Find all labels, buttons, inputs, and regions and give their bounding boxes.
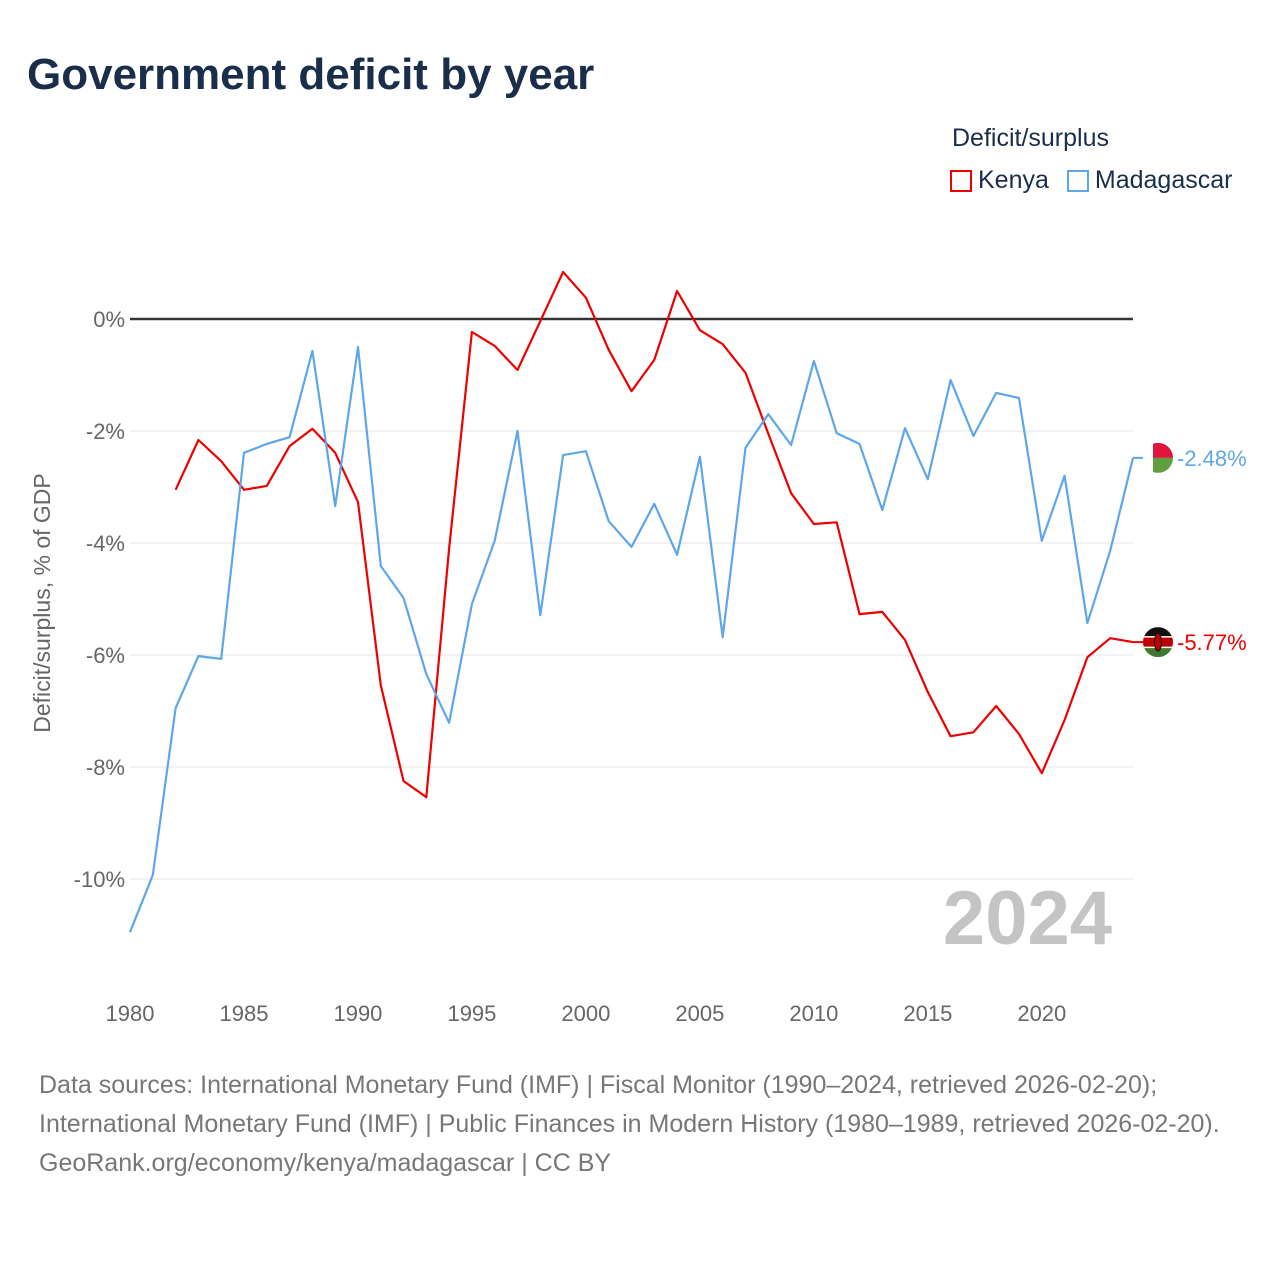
x-tick-label: 1990	[333, 1001, 382, 1026]
legend-swatch-madagascar	[1066, 169, 1089, 192]
legend-item-kenya[interactable]: Kenya	[950, 166, 1049, 195]
y-tick-label: -6%	[86, 643, 125, 668]
series-line-kenya	[174, 270, 1134, 799]
legend-swatch-kenya	[950, 169, 972, 192]
y-tick-label: -4%	[86, 531, 125, 556]
legend-title: Deficit/surplus	[952, 124, 1109, 152]
legend-item-madagascar[interactable]: Madagascar	[1066, 166, 1233, 195]
legend: Kenya Madagascar	[950, 166, 1232, 195]
chart-title: Government deficit by year	[27, 50, 595, 99]
x-tick-label: 1995	[447, 1001, 496, 1026]
y-axis-label: Deficit/surplus, % of GDP	[29, 473, 55, 732]
end-value-label-madagascar: -2.48%	[1177, 446, 1247, 471]
y-tick-label: -8%	[86, 755, 125, 780]
kenya-flag-icon	[1143, 627, 1173, 658]
legend-label-kenya: Kenya	[978, 166, 1049, 194]
footer: Data sources: International Monetary Fun…	[39, 1066, 1239, 1183]
data-sources: Data sources: International Monetary Fun…	[39, 1071, 1220, 1138]
x-tick-label: 2020	[1017, 1001, 1066, 1026]
y-tick-label: -2%	[86, 419, 125, 444]
x-tick-label: 2005	[675, 1001, 724, 1026]
x-tick-label: 2015	[903, 1001, 952, 1026]
year-watermark: 2024	[943, 876, 1112, 961]
madagascar-flag-icon	[1143, 442, 1173, 473]
x-tick-label: 2000	[561, 1001, 610, 1026]
end-value-label-kenya: -5.77%	[1177, 630, 1247, 655]
credit-link[interactable]: GeoRank.org/economy/kenya/madagascar | C…	[39, 1149, 612, 1177]
x-tick-label: 2010	[789, 1001, 838, 1026]
y-tick-label: -10%	[74, 867, 125, 892]
legend-label-madagascar: Madagascar	[1094, 166, 1233, 194]
x-tick-label: 1980	[106, 1001, 155, 1026]
x-tick-label: 1985	[220, 1001, 269, 1026]
y-tick-label: 0%	[93, 307, 125, 332]
series-line-madagascar	[128, 345, 1135, 933]
